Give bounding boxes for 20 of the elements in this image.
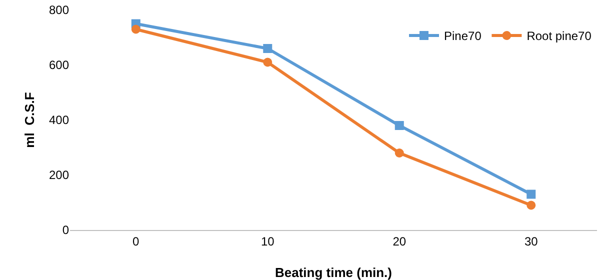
point [394,121,404,130]
x-tick-label: 10 [260,234,275,248]
point [526,190,536,199]
point [263,44,272,53]
point [394,148,404,158]
point [131,24,140,34]
y-tick-label: 800 [48,3,70,18]
point [526,200,536,210]
y-tick-label: 600 [48,58,70,72]
y-tick-label: 400 [48,113,70,128]
y-tick-label: 0 [62,223,70,238]
x-tick-label: 0 [132,234,140,248]
legend-label: Root pine70 [526,29,592,44]
y-axis-title: ml C.S.F [22,92,37,148]
x-tick-label: 20 [392,234,406,248]
point [263,58,272,67]
x-tick-label: 30 [524,234,538,248]
y-tick-label: 200 [48,168,70,182]
x-axis-title: Beating time (min.) [274,265,392,280]
legend-label: Pine70 [444,29,482,44]
